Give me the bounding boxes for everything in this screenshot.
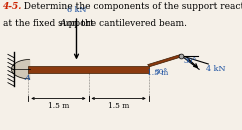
Text: 1.5 m: 1.5 m [108, 102, 129, 110]
Text: A: A [59, 19, 66, 28]
Text: 30°: 30° [184, 57, 197, 65]
Text: on the cantilevered beam.: on the cantilevered beam. [64, 19, 187, 28]
Polygon shape [12, 60, 30, 79]
Text: 4 kN: 4 kN [206, 65, 226, 73]
Text: at the fixed support: at the fixed support [3, 19, 97, 28]
FancyBboxPatch shape [28, 66, 149, 73]
Text: 6 kN: 6 kN [67, 6, 86, 14]
Text: 1.5 m: 1.5 m [48, 102, 69, 110]
Text: 30°: 30° [155, 68, 168, 76]
Text: 4-5.: 4-5. [3, 2, 22, 11]
Text: Determine the components of the support reactions: Determine the components of the support … [18, 2, 242, 11]
Text: A: A [24, 74, 30, 82]
Text: 1.5 m: 1.5 m [147, 69, 168, 77]
Polygon shape [148, 55, 182, 67]
